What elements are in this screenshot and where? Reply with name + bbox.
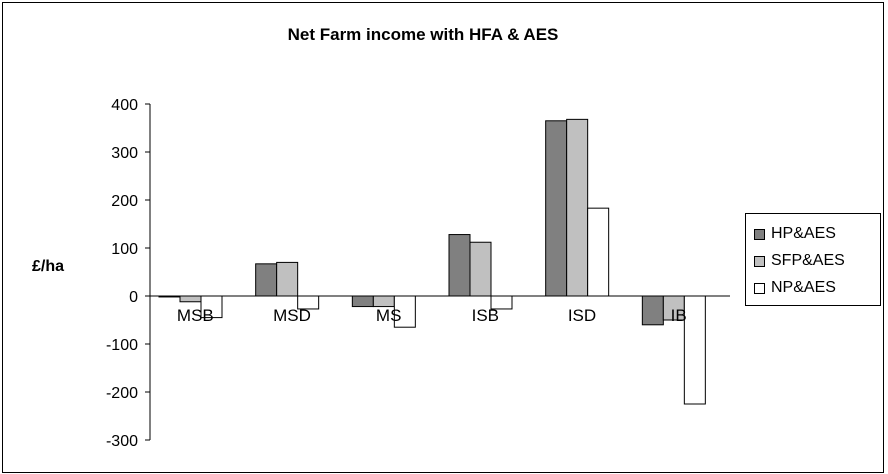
bar-sfp-aes-msb: [179, 295, 202, 303]
bar-sfp-aes-isd: [566, 118, 589, 297]
y-tick-label: -200: [106, 385, 138, 402]
bar-np-aes-isd: [587, 207, 610, 297]
y-tick-label: 0: [129, 289, 138, 306]
x-category-label: MS: [376, 306, 402, 325]
legend: HP&AES SFP&AES NP&AES: [745, 213, 881, 306]
legend-label: NP&AES: [771, 279, 836, 296]
legend-swatch: [754, 228, 765, 240]
y-tick-label: -100: [106, 337, 138, 354]
y-tick-label: 100: [111, 241, 138, 258]
bar-np-aes-msd: [297, 295, 320, 310]
bar-np-aes-ms: [393, 295, 416, 328]
y-axis-label: £/ha: [32, 258, 65, 275]
y-tick-label: 300: [111, 145, 138, 162]
bar-hp-aes-isb: [448, 234, 471, 297]
y-tick-label: 200: [111, 193, 138, 210]
bar-hp-aes-isd: [545, 120, 568, 297]
bar-sfp-aes-ms: [372, 295, 395, 308]
chart-title: Net Farm income with HFA & AES: [287, 25, 559, 44]
legend-swatch: [754, 282, 765, 294]
x-category-label: ISD: [568, 306, 596, 325]
legend-label: SFP&AES: [771, 252, 845, 269]
bar-hp-aes-msb: [158, 295, 181, 298]
legend-item: SFP&AES: [754, 250, 845, 272]
y-tick-label: 400: [111, 97, 138, 114]
x-category-label: ISB: [472, 306, 499, 325]
bar-np-aes-msb: [200, 295, 223, 319]
x-category-label: IB: [671, 306, 687, 325]
legend-swatch: [754, 255, 765, 267]
bar-hp-aes-ms: [351, 295, 374, 308]
bar-sfp-aes-isb: [469, 241, 492, 297]
bar-np-aes-ib: [683, 295, 706, 405]
legend-item: HP&AES: [754, 223, 836, 245]
bar-np-aes-isb: [490, 295, 513, 310]
bar-sfp-aes-msd: [276, 261, 299, 297]
legend-label: HP&AES: [771, 225, 836, 242]
bar-hp-aes-ib: [641, 295, 664, 326]
bar-hp-aes-msd: [255, 263, 278, 297]
x-category-label: MSD: [273, 306, 311, 325]
legend-item: NP&AES: [754, 277, 836, 299]
y-tick-label: -300: [106, 433, 138, 450]
x-category-label: MSB: [177, 306, 214, 325]
